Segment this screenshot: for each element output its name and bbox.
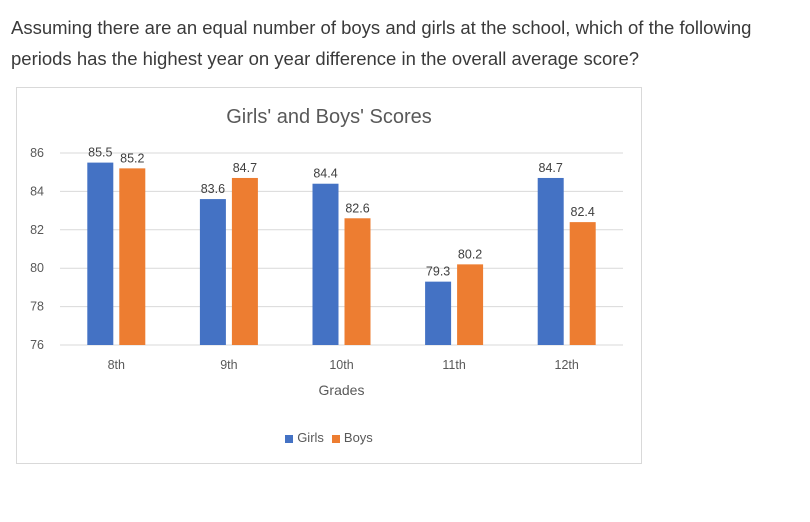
data-label: 79.3 — [426, 265, 450, 279]
bar-boys-11th — [457, 264, 484, 345]
chart-title: Girls' and Boys' Scores — [226, 106, 432, 128]
data-label: 80.2 — [458, 247, 482, 261]
y-tick-label: 82 — [30, 223, 44, 237]
x-tick-label: 12th — [555, 358, 579, 372]
y-tick-label: 80 — [30, 261, 44, 275]
bar-girls-10th — [312, 183, 339, 345]
data-label: 84.7 — [233, 161, 257, 175]
bar-girls-9th — [199, 199, 226, 345]
data-label: 84.4 — [313, 167, 337, 181]
bar-chart: Girls' and Boys' Scores 76 78 80 82 84 86 85.5 8… — [30, 106, 623, 398]
bar-girls-8th — [87, 162, 114, 345]
legend-swatch — [331, 434, 340, 443]
question-text: Assuming there are an equal number of bo… — [11, 17, 752, 69]
data-label: 83.6 — [201, 182, 225, 196]
x-tick-label: 8th — [108, 358, 125, 372]
y-tick-label: 78 — [30, 300, 44, 314]
legend-item-boys: Boys — [331, 430, 373, 445]
legend-label: Boys — [343, 430, 373, 445]
data-label: 82.6 — [345, 201, 369, 215]
x-tick-label: 9th — [220, 358, 237, 372]
y-tick-label: 86 — [30, 146, 44, 160]
legend-item-girls: Girls — [285, 430, 324, 445]
data-label: 85.5 — [88, 146, 112, 160]
bar-boys-8th — [119, 168, 146, 345]
x-tick-label: 10th — [329, 358, 353, 372]
bar-girls-11th — [425, 281, 452, 345]
chart-container: Girls' and Boys' Scores 76 78 80 82 84 86 85.5 8… — [16, 87, 642, 464]
y-tick-label: 84 — [30, 184, 44, 198]
y-tick-label: 76 — [30, 338, 44, 352]
bar-boys-9th — [231, 177, 258, 345]
data-label: 84.7 — [539, 161, 563, 175]
chart-legend: Girls Boys — [17, 430, 641, 445]
x-axis-title: Grades — [319, 382, 365, 398]
legend-swatch — [285, 434, 294, 443]
bar-boys-12th — [569, 222, 596, 345]
bar-girls-12th — [537, 177, 564, 345]
x-tick-label: 11th — [442, 358, 465, 372]
bar-boys-10th — [344, 218, 371, 345]
data-label: 82.4 — [571, 205, 595, 219]
legend-label: Girls — [297, 430, 324, 445]
data-label: 85.2 — [120, 151, 144, 165]
